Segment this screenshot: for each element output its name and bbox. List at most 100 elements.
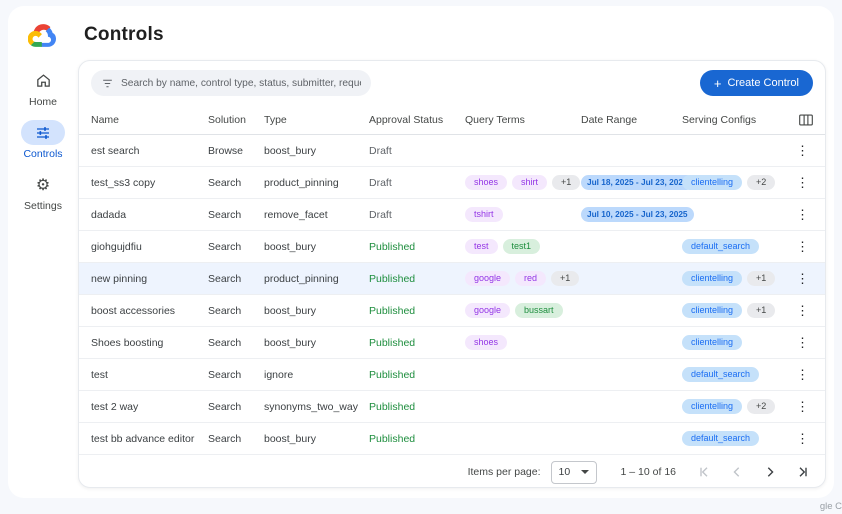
cell-serving-configs: default_search (682, 238, 781, 255)
table-row[interactable]: test 2 way Search synonyms_two_way Publishe… (79, 391, 825, 423)
cell-solution: Search (208, 176, 242, 189)
cell-type: boost_bury (264, 144, 316, 157)
next-page-button[interactable] (764, 466, 776, 478)
last-page-button[interactable] (797, 466, 809, 478)
prev-page-button[interactable] (731, 466, 743, 478)
sidebar: Home Controls ⚙ Settings (8, 64, 78, 212)
row-menu-button[interactable]: ⋮ (792, 334, 813, 351)
first-page-button[interactable] (698, 466, 710, 478)
overflow-count-pill: +2 (747, 398, 776, 415)
table-row[interactable]: test bb advance editor Search boost_bury Pu… (79, 423, 825, 455)
query-term-pill: test (465, 238, 498, 255)
cell-approval-status: Published (369, 240, 416, 253)
cell-solution: Search (208, 368, 242, 381)
cell-approval-status: Draft (369, 176, 392, 189)
row-menu-button[interactable]: ⋮ (792, 142, 813, 159)
row-menu-button[interactable]: ⋮ (792, 238, 813, 255)
last-page-icon (799, 467, 807, 477)
serving-config-pill: default_search (682, 430, 760, 447)
row-menu-button[interactable]: ⋮ (792, 430, 813, 447)
cell-approval-status: Published (369, 304, 416, 317)
query-term-pill: google (465, 270, 511, 287)
view-columns-button[interactable] (799, 114, 813, 126)
cell-name: giohgujdfiu (91, 240, 142, 253)
cell-type: boost_bury (264, 432, 316, 445)
cell-query-terms: shoes shirt +1 (465, 174, 581, 191)
table-row[interactable]: giohgujdfiu Search boost_bury Published test… (79, 231, 825, 263)
cell-query-terms: test test1 (465, 238, 581, 255)
cell-serving-configs: clientelling +1 (682, 270, 781, 287)
search-box[interactable] (91, 70, 371, 96)
cell-solution: Search (208, 304, 242, 317)
search-input[interactable] (121, 77, 361, 89)
create-control-button[interactable]: + Create Control (699, 70, 813, 96)
cell-type: product_pinning (264, 272, 339, 285)
column-header-approval-status: Approval Status (369, 113, 444, 126)
query-term-pill: shirt (512, 174, 548, 191)
sidebar-item-home[interactable]: Home (21, 68, 65, 108)
row-menu: ⋮ (792, 174, 813, 191)
cell-name: test 2 way (91, 400, 139, 413)
cell-approval-status: Published (369, 336, 416, 349)
table-row[interactable]: test_ss3 copy Search product_pinning Draft s… (79, 167, 825, 199)
column-header-solution: Solution (208, 113, 246, 126)
sidebar-item-label: Controls (23, 148, 63, 160)
row-menu: ⋮ (792, 366, 813, 383)
row-menu: ⋮ (792, 302, 813, 319)
query-term-pill: google (465, 302, 511, 319)
date-range-pill: Jul 18, 2025 - Jul 23, 2025 (581, 174, 694, 191)
row-menu-button[interactable]: ⋮ (792, 174, 813, 191)
cell-approval-status: Published (369, 272, 416, 285)
page-title: Controls (84, 24, 164, 45)
row-menu-button[interactable]: ⋮ (792, 206, 813, 223)
table-row[interactable]: Shoes boosting Search boost_bury Published s… (79, 327, 825, 359)
table-row[interactable]: est search Browse boost_bury Draft ⋮ (79, 135, 825, 167)
chevron-right-icon (767, 467, 774, 477)
sidebar-item-label: Home (28, 96, 57, 108)
table-row[interactable]: dadada Search remove_facet Draft tshirt Jul 1… (79, 199, 825, 231)
tune-sliders-icon (21, 120, 65, 145)
row-menu-button[interactable]: ⋮ (792, 366, 813, 383)
home-icon (21, 68, 65, 93)
pagination-range-label: 1 – 10 of 16 (620, 466, 676, 478)
cell-serving-configs: default_search (682, 366, 781, 383)
query-term-pill: shoes (465, 174, 508, 191)
column-header-serving-configs: Serving Configs (682, 113, 757, 126)
sidebar-item-settings[interactable]: ⚙ Settings (21, 172, 65, 213)
cell-serving-configs: clientelling (682, 334, 781, 351)
table-toolbar: + Create Control (79, 61, 825, 105)
table-row[interactable]: test Search ignore Published default_search ⋮ (79, 359, 825, 391)
serving-config-pill: clientelling (682, 270, 743, 287)
cell-name: test (91, 368, 108, 381)
items-per-page-value: 10 (558, 466, 571, 478)
pagination-bar: Items per page: 10 1 – 10 of 16 (79, 455, 825, 487)
cell-query-terms: google bussart (465, 302, 581, 319)
items-per-page-select[interactable]: 10 (550, 460, 597, 484)
controls-table-card: + Create Control Name Solution Type Appr… (78, 60, 826, 488)
cell-solution: Search (208, 208, 242, 221)
pager-buttons (698, 466, 809, 478)
row-menu: ⋮ (792, 238, 813, 255)
cell-serving-configs: clientelling +2 (682, 398, 781, 415)
serving-config-pill: default_search (682, 238, 760, 255)
query-term-pill: tshirt (465, 206, 503, 223)
row-menu-button[interactable]: ⋮ (792, 398, 813, 415)
cell-name: boost accessories (91, 304, 176, 317)
cell-solution: Search (208, 432, 242, 445)
sidebar-item-controls[interactable]: Controls (21, 120, 65, 160)
table-row[interactable]: new pinning Search product_pinning Publishe… (79, 263, 825, 295)
column-header-type: Type (264, 113, 287, 126)
cell-type: remove_facet (264, 208, 328, 221)
chevron-down-icon (580, 470, 589, 474)
serving-config-pill: clientelling (682, 302, 743, 319)
cell-approval-status: Draft (369, 144, 392, 157)
table-row[interactable]: boost accessories Search boost_bury Publish… (79, 295, 825, 327)
cell-query-terms: google red +1 (465, 270, 581, 287)
query-term-pill: test1 (502, 238, 541, 255)
row-menu-button[interactable]: ⋮ (792, 270, 813, 287)
cell-solution: Browse (208, 144, 244, 157)
row-menu: ⋮ (792, 334, 813, 351)
cell-date-range: Jul 18, 2025 - Jul 23, 2025 (581, 174, 694, 191)
row-menu-button[interactable]: ⋮ (792, 302, 813, 319)
row-menu: ⋮ (792, 430, 813, 447)
